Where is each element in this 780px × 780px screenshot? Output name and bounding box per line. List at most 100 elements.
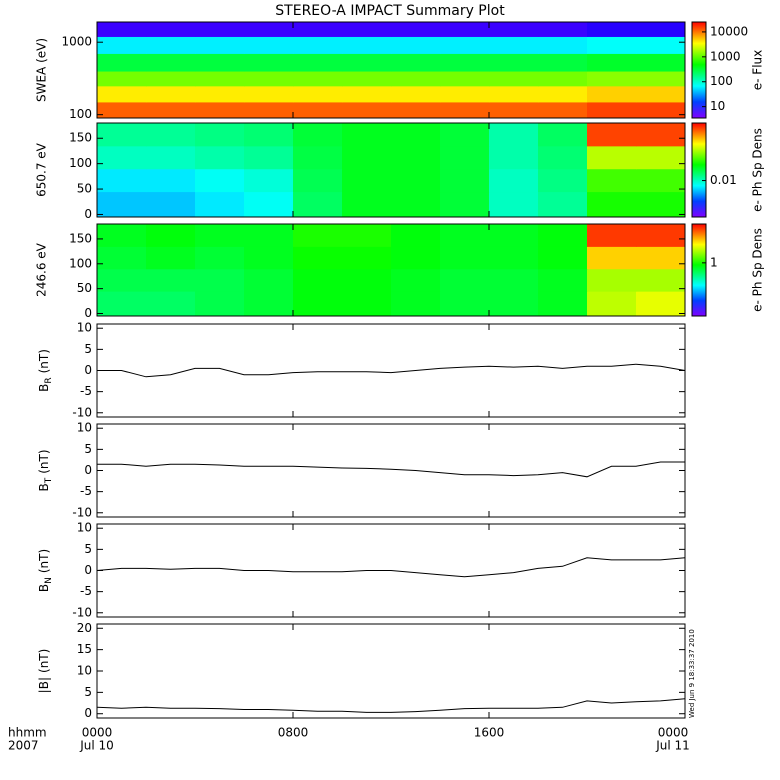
y-tick-label: -10 (72, 605, 92, 619)
heatmap-cell (97, 36, 147, 54)
heatmap-cell (97, 291, 147, 317)
heatmap-cell (391, 224, 441, 247)
heatmap-cell (244, 101, 294, 119)
heatmap-cell (195, 53, 245, 72)
heatmap-cell (489, 53, 539, 72)
y-axis-label-main: |B| (37, 677, 51, 693)
data-line (96, 698, 686, 713)
heatmap-cell (636, 168, 686, 193)
heatmap-cell (146, 145, 196, 170)
heatmap-cell (391, 36, 441, 54)
panel-frame (96, 223, 686, 317)
heatmap-cell (342, 123, 392, 147)
heatmap-cell (97, 246, 147, 270)
heatmap-cell (636, 71, 686, 87)
heatmap-cell (587, 85, 637, 103)
heatmap-cell (636, 145, 686, 170)
colorbar (692, 123, 706, 217)
heatmap-cell (195, 224, 245, 247)
heatmap-cell (440, 53, 490, 72)
heatmap-cell (146, 22, 196, 37)
heatmap-cell (538, 224, 588, 247)
y-tick-label: 0 (84, 706, 92, 720)
heatmap-cell (146, 168, 196, 193)
y-axis-label-sub: T (44, 477, 54, 484)
heatmap-cell (342, 191, 392, 218)
heatmap-cell (489, 224, 539, 247)
heatmap-cell (391, 85, 441, 103)
corner-label: hhmm (8, 726, 47, 740)
heatmap-cell (587, 71, 637, 87)
heatmap-cell (587, 291, 637, 317)
heatmap-cell (244, 291, 294, 317)
y-tick-label: 10 (77, 664, 92, 678)
colorbar-tick-label: 0.01 (710, 173, 737, 187)
x-date-label: Jul 11 (655, 739, 690, 753)
heatmap-cell (293, 191, 343, 218)
heatmap-cell (489, 191, 539, 218)
heatmap-cell (244, 123, 294, 147)
heatmap-cell (195, 101, 245, 119)
heatmap-cell (244, 36, 294, 54)
heatmap-cell (391, 246, 441, 270)
y-axis-label: SWEA (eV) (35, 38, 49, 102)
colorbar-tick-label: 1000 (710, 49, 741, 63)
heatmap-cell (244, 53, 294, 72)
heatmap-cell (342, 53, 392, 72)
heatmap-cell (538, 85, 588, 103)
colorbar-tick-label: 10 (710, 99, 725, 113)
heatmap-cell (489, 123, 539, 147)
heatmap-cell (342, 85, 392, 103)
heatmap-cell (293, 71, 343, 87)
heatmap-cell (391, 22, 441, 37)
y-axis-label: 650.7 eV (35, 142, 49, 197)
heatmap-cell (538, 168, 588, 193)
heatmap-cell (97, 168, 147, 193)
plot-title: STEREO-A IMPACT Summary Plot (275, 3, 505, 19)
y-tick-label: 0 (84, 207, 92, 221)
heatmap-cell (587, 22, 637, 37)
heatmap-cell (146, 246, 196, 270)
heatmap-cell (489, 101, 539, 119)
heatmap-cell (587, 191, 637, 218)
heatmap-cell (391, 291, 441, 317)
y-tick-label: 100 (69, 107, 92, 121)
y-tick-label: 10 (77, 321, 92, 335)
colorbar-tick-label: 1 (710, 255, 718, 269)
heatmap-cell (391, 191, 441, 218)
x-tick-label: 0000 (658, 726, 689, 740)
heatmap-cell (146, 291, 196, 317)
y-tick-label: -5 (80, 584, 92, 598)
y-tick-label: 100 (69, 256, 92, 270)
heatmap-cell (146, 268, 196, 292)
data-line (96, 557, 686, 578)
y-axis-label: BR (nT) (37, 349, 54, 392)
heatmap-cell (587, 101, 637, 119)
heatmap-cell (538, 268, 588, 292)
y-axis-label: |B| (nT) (37, 649, 51, 694)
heatmap-cell (244, 246, 294, 270)
y-axis-label-main: B (37, 584, 51, 592)
heatmap-cell (440, 268, 490, 292)
x-date-label: Jul 10 (79, 739, 114, 753)
heatmap-cell (587, 145, 637, 170)
corner-label: 2007 (8, 739, 39, 753)
heatmap-cell (195, 268, 245, 292)
timestamp: Wed Jun 9 18:33:37 2010 (688, 629, 696, 718)
heatmap-cell (538, 53, 588, 72)
heatmap-cell (244, 22, 294, 37)
heatmap-cell (342, 36, 392, 54)
panel-frame (96, 21, 686, 119)
heatmap-cell (97, 85, 147, 103)
y-tick-label: 10 (77, 521, 92, 535)
heatmap-cell (391, 168, 441, 193)
colorbar-frame (691, 223, 707, 317)
heatmap-cell (293, 268, 343, 292)
heatmap-cell (391, 101, 441, 119)
y-tick-label: 150 (69, 231, 92, 245)
y-axis-label-unit: (nT) (37, 549, 51, 573)
heatmap-cell (244, 224, 294, 247)
heatmap-cell (587, 36, 637, 54)
heatmap-cell (195, 85, 245, 103)
